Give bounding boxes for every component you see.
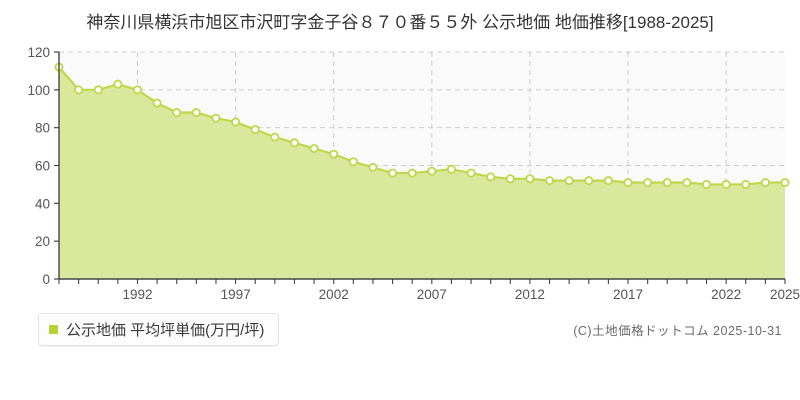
svg-text:2022: 2022 (711, 287, 741, 300)
chart-legend: 公示地価 平均坪単価(万円/坪) (38, 313, 280, 346)
svg-text:80: 80 (35, 121, 50, 136)
axis-ticks (54, 51, 786, 284)
land-price-area-chart: 0 20 40 60 80 100 120 1992 1997 2002 2007 2012 2017… (27, 45, 800, 300)
chart-plot-area: 0 20 40 60 80 100 120 1992 1997 2002 2007 2012 2017… (0, 40, 800, 300)
y-axis-tick-labels: 0 20 40 60 80 100 120 (27, 45, 50, 287)
svg-text:2012: 2012 (515, 287, 545, 300)
copyright-credit: (C)土地価格ドットコム 2025-10-31 (573, 324, 782, 338)
svg-text:120: 120 (27, 45, 50, 60)
page-title: 神奈川県横浜市旭区市沢町字金子谷８７０番５５外 公示地価 地価推移[1988-2… (86, 13, 714, 32)
svg-text:1997: 1997 (221, 287, 251, 300)
legend-item-label: 公示地価 平均坪単価(万円/坪) (66, 322, 265, 339)
data-point-markers (54, 62, 790, 189)
svg-text:1992: 1992 (122, 287, 152, 300)
svg-text:2002: 2002 (319, 287, 349, 300)
svg-text:20: 20 (35, 234, 50, 249)
svg-text:100: 100 (27, 83, 50, 98)
legend-swatch-icon (49, 325, 58, 334)
svg-text:2017: 2017 (613, 287, 643, 300)
x-axis-tick-labels: 1992 1997 2002 2007 2012 2017 2022 2025 (122, 287, 800, 300)
svg-text:2025: 2025 (770, 287, 800, 300)
svg-text:40: 40 (35, 196, 50, 211)
svg-text:2007: 2007 (417, 287, 447, 300)
svg-text:60: 60 (35, 159, 50, 174)
svg-text:0: 0 (42, 272, 50, 287)
